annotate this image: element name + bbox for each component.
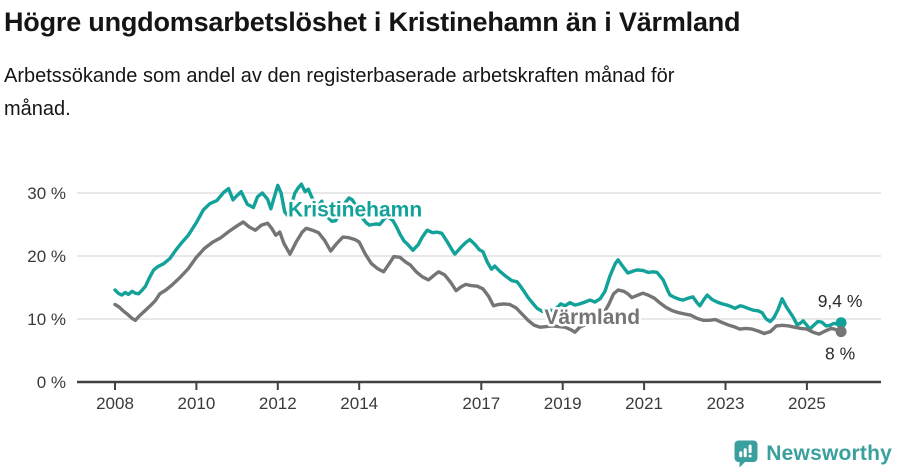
x-axis-label: 2008: [96, 394, 134, 413]
x-axis-label: 2010: [177, 394, 215, 413]
chart-header: Högre ungdomsarbetslöshet i Kristinehamn…: [4, 0, 864, 126]
x-axis-label: 2014: [340, 394, 378, 413]
x-axis-label: 2023: [707, 394, 745, 413]
x-axis-label: 2025: [788, 394, 826, 413]
y-axis-label: 30 %: [27, 184, 66, 203]
chart-subtitle: Arbetssökande som andel av den registerb…: [4, 60, 864, 126]
x-axis-label: 2012: [259, 394, 297, 413]
kristinehamn-series-label: Kristinehamn: [288, 198, 422, 221]
kristinehamn-end-value-label: 9,4 %: [818, 291, 863, 311]
chart-subtitle-line1: Arbetssökande som andel av den registerb…: [4, 64, 675, 87]
logo-barchart-glyph: [739, 444, 752, 458]
brand-name: Newsworthy: [766, 442, 892, 465]
x-axis-label: 2021: [625, 394, 663, 413]
y-axis-label: 0 %: [37, 373, 66, 392]
x-axis-label: 2019: [544, 394, 582, 413]
y-axis-label: 20 %: [27, 247, 66, 266]
kristinehamn-line: [113, 182, 843, 331]
brand-footer: Newsworthy: [734, 440, 892, 468]
unemployment-line-chart: 2008 2010 2012 2014 2017 2019 2021 2023 2025 0 % 1…: [27, 182, 881, 413]
vrmland-line: [113, 220, 843, 336]
y-axis-label: 10 %: [27, 310, 66, 329]
vrmland-end-dot: [835, 326, 847, 338]
vrmland-end-value-label: 8 %: [825, 344, 855, 364]
vrmland-series-label: Värmland: [544, 306, 640, 329]
x-axis-label: 2017: [462, 394, 500, 413]
chart-subtitle-line2: månad.: [4, 97, 71, 120]
kristinehamn-end-dot: [835, 317, 847, 329]
page-title: Högre ungdomsarbetslöshet i Kristinehamn…: [4, 7, 741, 37]
newsworthy-logo-icon: [734, 440, 758, 468]
